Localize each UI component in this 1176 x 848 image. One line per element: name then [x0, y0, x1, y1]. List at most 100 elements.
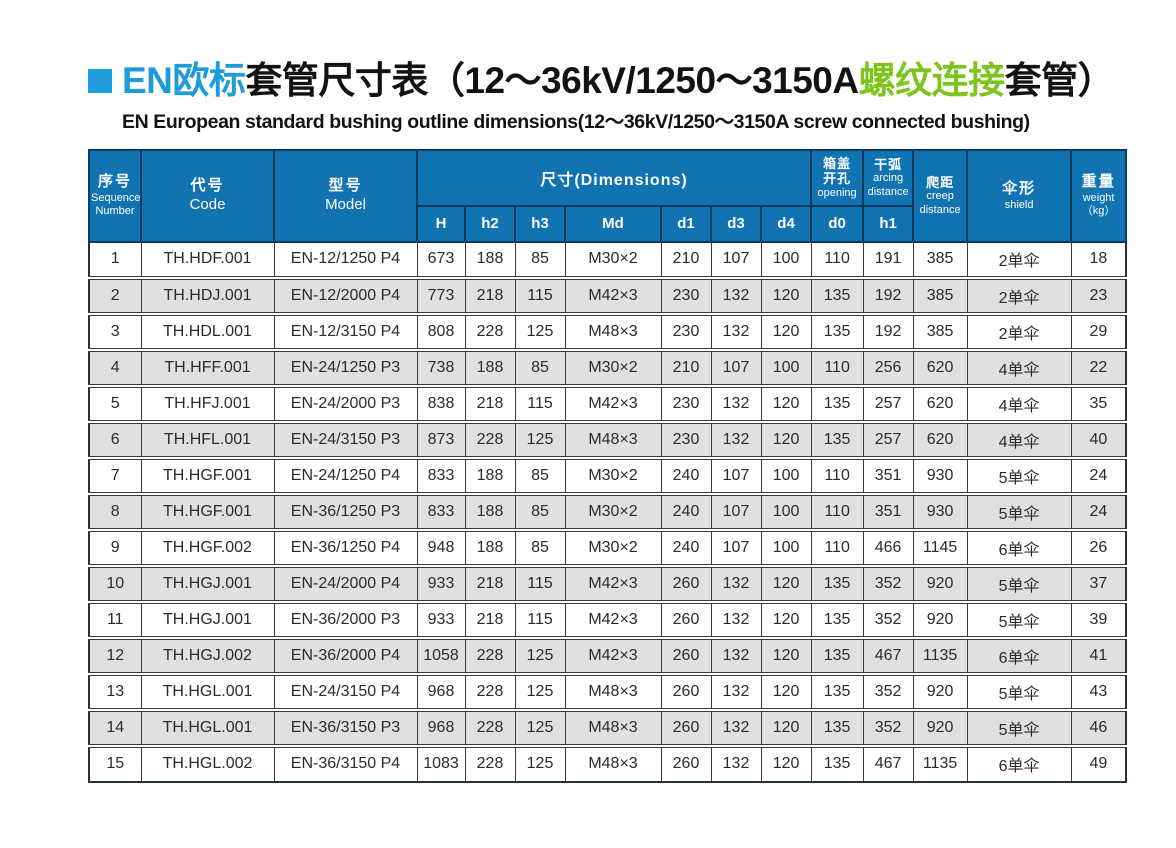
col-header-dimensions-group: 尺寸(Dimensions) — [415, 148, 813, 207]
table-cell: 132 — [710, 743, 762, 783]
header-model-cn: 型号 — [328, 177, 363, 195]
page-title: EN欧标套管尺寸表（12～36kV/1250～3150A螺纹连接套管） — [88, 60, 1176, 101]
table-cell: 39 — [1070, 599, 1127, 639]
table-cell: M48×3 — [564, 419, 662, 459]
header-weight-en: weight — [1082, 192, 1115, 205]
table-cell: 135 — [810, 275, 864, 315]
table-cell: 85 — [514, 347, 566, 387]
table-cell: EN-24/2000 P4 — [273, 563, 418, 603]
table-cell: 110 — [810, 240, 864, 279]
table-row: 3 TH.HDL.001 EN-12/3150 P4 808 228 125 M48×3 23… — [88, 311, 1127, 351]
table-cell: M30×2 — [564, 347, 662, 387]
title-part-dimensions: 套管尺寸表（12～36kV/1250～3150A — [245, 60, 859, 101]
table-cell: TH.HGF.002 — [140, 527, 275, 567]
table-cell: 228 — [464, 743, 516, 783]
table-cell: 132 — [710, 419, 762, 459]
table-cell: 240 — [660, 491, 712, 531]
table-cell: 100 — [760, 491, 812, 531]
table-cell: 5单伞 — [966, 599, 1072, 639]
col-subheader-h1: h1 — [862, 204, 915, 243]
table-cell: 120 — [760, 599, 812, 639]
col-header-model: 型号 Model — [273, 148, 418, 243]
table-cell: 132 — [710, 311, 762, 351]
table-cell: 13 — [88, 671, 142, 711]
col-header-arcing: 干弧 arcing distance — [862, 148, 915, 207]
table-cell: TH.HGJ.001 — [140, 599, 275, 639]
table-cell: 833 — [416, 491, 466, 531]
table-cell: 260 — [660, 635, 712, 675]
table-cell: 107 — [710, 491, 762, 531]
table-cell: TH.HGF.001 — [140, 455, 275, 495]
table-cell: EN-24/1250 P3 — [273, 347, 418, 387]
header-opening-cn2: 开孔 — [823, 171, 852, 187]
table-cell: 873 — [416, 419, 466, 459]
table-cell: 125 — [514, 671, 566, 711]
table-cell: 5单伞 — [966, 491, 1072, 531]
table-cell: EN-12/2000 P4 — [273, 275, 418, 315]
table-cell: 9 — [88, 527, 142, 567]
table-cell: 920 — [912, 671, 968, 711]
table-cell: 5单伞 — [966, 707, 1072, 747]
table-cell: 107 — [710, 455, 762, 495]
table-cell: 4单伞 — [966, 383, 1072, 423]
col-subheader-d1: d1 — [660, 204, 712, 243]
table-cell: 352 — [862, 671, 914, 711]
table-cell: EN-12/3150 P4 — [273, 311, 418, 351]
table-cell: 192 — [862, 275, 914, 315]
table-cell: TH.HDJ.001 — [140, 275, 275, 315]
table-cell: 920 — [912, 599, 968, 639]
col-subheader-h2: h2 — [464, 204, 516, 243]
table-cell: 188 — [464, 240, 516, 279]
table-row: 10 TH.HGJ.001 EN-24/2000 P4 933 218 115 M42×3 2… — [88, 563, 1127, 603]
header-code-cn: 代号 — [190, 177, 225, 195]
table-cell: 120 — [760, 635, 812, 675]
table-cell: 135 — [810, 383, 864, 423]
table-cell: M30×2 — [564, 527, 662, 567]
table-cell: 228 — [464, 707, 516, 747]
table-cell: 7 — [88, 455, 142, 495]
table-cell: TH.HGF.001 — [140, 491, 275, 531]
table-cell: 110 — [810, 347, 864, 387]
table-body: 1 TH.HDF.001 EN-12/1250 P4 673 188 85 M30×2 210… — [88, 240, 1127, 783]
table-cell: 132 — [710, 383, 762, 423]
title-part-en-standard: EN欧标 — [122, 60, 246, 101]
table-cell: M42×3 — [564, 599, 662, 639]
table-cell: 230 — [660, 383, 712, 423]
table-cell: 2单伞 — [966, 275, 1072, 315]
table-cell: 22 — [1070, 347, 1127, 387]
table-cell: 210 — [660, 347, 712, 387]
table-cell: 135 — [810, 671, 864, 711]
table-cell: 385 — [912, 275, 968, 315]
table-cell: TH.HGJ.001 — [140, 563, 275, 603]
table-cell: 260 — [660, 599, 712, 639]
table-cell: 773 — [416, 275, 466, 315]
table-cell: 385 — [912, 240, 968, 279]
table-cell: EN-36/2000 P4 — [273, 635, 418, 675]
table-cell: EN-36/1250 P4 — [273, 527, 418, 567]
table-cell: 24 — [1070, 455, 1127, 495]
table-cell: 260 — [660, 743, 712, 783]
table-cell: 125 — [514, 419, 566, 459]
table-cell: 49 — [1070, 743, 1127, 783]
table-cell: 191 — [862, 240, 914, 279]
header-creep-cn: 爬距 — [926, 174, 955, 190]
table-cell: 41 — [1070, 635, 1127, 675]
table-cell: 135 — [810, 635, 864, 675]
col-subheader-h3: h3 — [514, 204, 566, 243]
col-header-shield: 伞形 shield — [966, 148, 1073, 243]
table-cell: 5 — [88, 383, 142, 423]
header-shield-cn: 伞形 — [1002, 179, 1037, 197]
table-cell: TH.HDL.001 — [140, 311, 275, 351]
table-cell: 933 — [416, 599, 466, 639]
table-cell: 620 — [912, 419, 968, 459]
table-cell: M48×3 — [564, 671, 662, 711]
table-row: 12 TH.HGJ.002 EN-36/2000 P4 1058 228 125 M42×3… — [88, 635, 1127, 675]
table-cell: 1083 — [416, 743, 466, 783]
page-subtitle: EN European standard bushing outline dim… — [122, 110, 1030, 133]
table-cell: 43 — [1070, 671, 1127, 711]
table-cell: 6单伞 — [966, 635, 1072, 675]
table-cell: EN-24/2000 P3 — [273, 383, 418, 423]
table-cell: M42×3 — [564, 563, 662, 603]
table-cell: 85 — [514, 527, 566, 567]
table-cell: 920 — [912, 707, 968, 747]
